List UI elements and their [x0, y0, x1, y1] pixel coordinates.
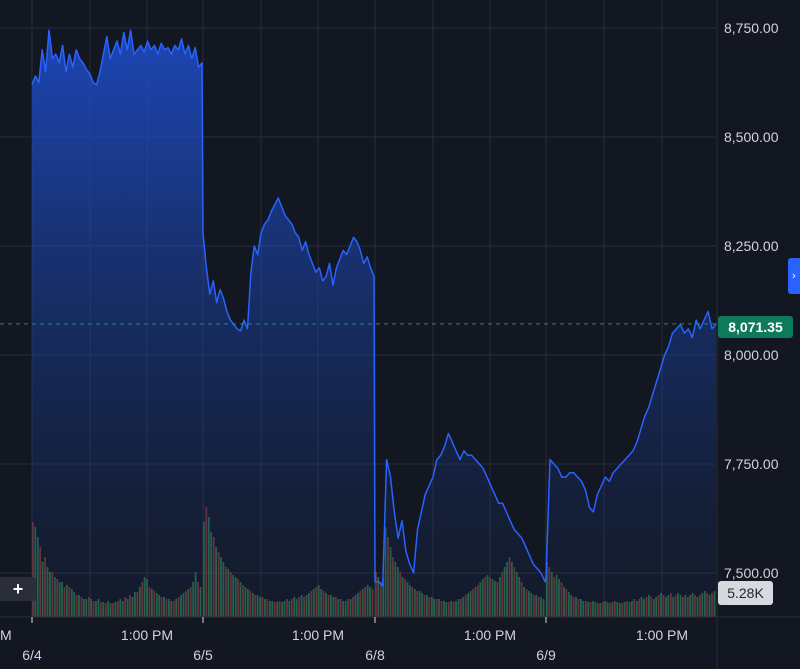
- date-tick-label: 6/9: [536, 647, 556, 663]
- volume-badge: 5.28K: [718, 581, 773, 605]
- last-price-badge: 8,071.35: [718, 316, 793, 338]
- price-axis: 7,500.00 7,750.00 8,000.00 8,250.00 8,500.00…: [716, 0, 779, 669]
- time-tick-label: M: [0, 627, 12, 643]
- price-tick-label: 7,750.00: [724, 456, 779, 472]
- price-tick-label: 7,500.00: [724, 565, 779, 581]
- price-area: [31, 29, 717, 617]
- time-tick-label: 1:00 PM: [464, 627, 516, 643]
- date-tick-label: 6/5: [193, 647, 213, 663]
- price-tick-label: 8,500.00: [724, 129, 779, 145]
- price-tick-label: 8,750.00: [724, 20, 779, 36]
- price-tick-label: 8,250.00: [724, 238, 779, 254]
- time-tick-label: 1:00 PM: [636, 627, 688, 643]
- date-tick-label: 6/4: [22, 647, 42, 663]
- date-tick-label: 6/8: [365, 647, 385, 663]
- time-tick-label: 1:00 PM: [121, 627, 173, 643]
- time-tick-label: 1:00 PM: [292, 627, 344, 643]
- chevron-right-icon[interactable]: ›: [788, 258, 800, 294]
- price-tick-label: 8,000.00: [724, 347, 779, 363]
- add-button[interactable]: +: [0, 577, 36, 601]
- time-axis: M 1:00 PM 6/4 1:00 PM 6/5 1:00 PM 6/8 1:00 PM 6/…: [0, 616, 800, 663]
- price-line: [31, 29, 717, 587]
